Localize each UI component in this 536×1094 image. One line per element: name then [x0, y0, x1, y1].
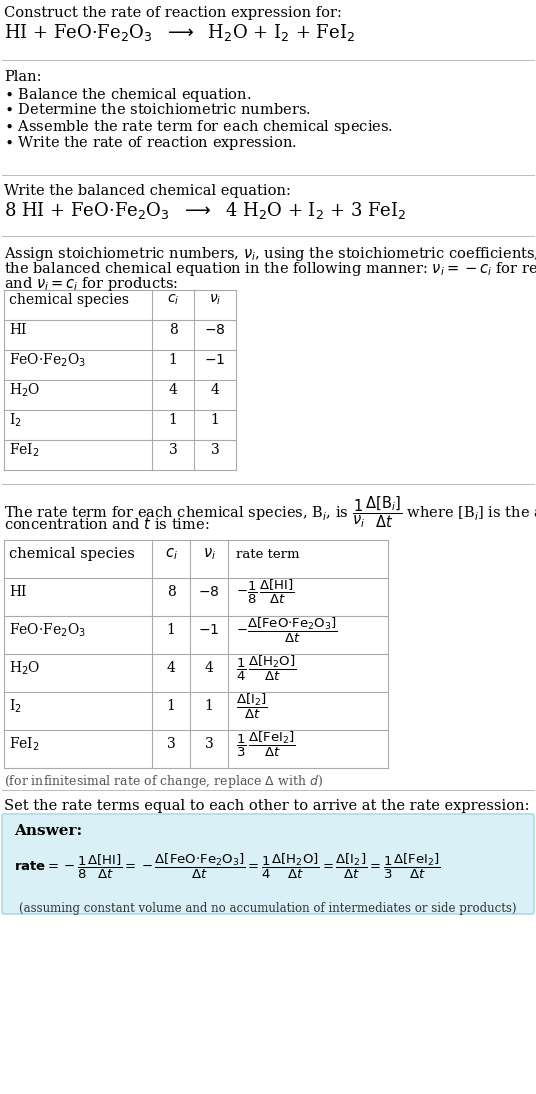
Text: concentration and $t$ is time:: concentration and $t$ is time: — [4, 516, 210, 532]
Text: The rate term for each chemical species, B$_i$, is $\dfrac{1}{\nu_i}\dfrac{\Delt: The rate term for each chemical species,… — [4, 494, 536, 529]
Text: FeO·Fe$_2$O$_3$: FeO·Fe$_2$O$_3$ — [9, 621, 86, 639]
Text: Answer:: Answer: — [14, 824, 82, 838]
Text: 1: 1 — [168, 353, 177, 366]
Text: 8 HI + FeO·Fe$_2$O$_3$  $\longrightarrow$  4 H$_2$O + I$_2$ + 3 FeI$_2$: 8 HI + FeO·Fe$_2$O$_3$ $\longrightarrow$… — [4, 200, 407, 221]
Text: $c_i$: $c_i$ — [165, 546, 177, 562]
Text: I$_2$: I$_2$ — [9, 411, 22, 429]
Text: FeO·Fe$_2$O$_3$: FeO·Fe$_2$O$_3$ — [9, 351, 86, 369]
Text: $\dfrac{1}{4}\,\dfrac{\Delta[\mathrm{H_2O}]}{\Delta t}$: $\dfrac{1}{4}\,\dfrac{\Delta[\mathrm{H_2… — [236, 653, 296, 683]
Text: Plan:: Plan: — [4, 70, 41, 84]
Text: Write the balanced chemical equation:: Write the balanced chemical equation: — [4, 184, 291, 198]
Text: $\bullet$ Determine the stoichiometric numbers.: $\bullet$ Determine the stoichiometric n… — [4, 102, 311, 117]
Text: 3: 3 — [211, 443, 219, 457]
Text: 8: 8 — [169, 323, 177, 337]
Text: FeI$_2$: FeI$_2$ — [9, 441, 40, 458]
Text: chemical species: chemical species — [9, 293, 129, 307]
Text: rate term: rate term — [236, 547, 300, 560]
Text: HI: HI — [9, 585, 26, 600]
Text: and $\nu_i = c_i$ for products:: and $\nu_i = c_i$ for products: — [4, 275, 178, 293]
Text: $\nu_i$: $\nu_i$ — [209, 293, 221, 307]
Text: $-8$: $-8$ — [204, 323, 226, 337]
Text: 1: 1 — [167, 699, 175, 713]
Text: (for infinitesimal rate of change, replace $\Delta$ with $d$): (for infinitesimal rate of change, repla… — [4, 773, 323, 790]
Text: $-\dfrac{\Delta[\mathrm{FeO{\cdot}Fe_2O_3}]}{\Delta t}$: $-\dfrac{\Delta[\mathrm{FeO{\cdot}Fe_2O_… — [236, 616, 338, 644]
Text: 1: 1 — [211, 414, 219, 427]
Text: 1: 1 — [205, 699, 213, 713]
Text: H$_2$O: H$_2$O — [9, 382, 40, 398]
Text: 3: 3 — [169, 443, 177, 457]
FancyBboxPatch shape — [2, 814, 534, 913]
Text: (assuming constant volume and no accumulation of intermediates or side products): (assuming constant volume and no accumul… — [19, 901, 517, 915]
Text: FeI$_2$: FeI$_2$ — [9, 735, 40, 753]
Text: 8: 8 — [167, 585, 175, 600]
Text: 3: 3 — [205, 737, 213, 750]
Text: the balanced chemical equation in the following manner: $\nu_i = -c_i$ for react: the balanced chemical equation in the fo… — [4, 260, 536, 278]
Text: Assign stoichiometric numbers, $\nu_i$, using the stoichiometric coefficients, $: Assign stoichiometric numbers, $\nu_i$, … — [4, 245, 536, 263]
Text: $\bullet$ Balance the chemical equation.: $\bullet$ Balance the chemical equation. — [4, 86, 251, 104]
Text: $\dfrac{\Delta[\mathrm{I_2}]}{\Delta t}$: $\dfrac{\Delta[\mathrm{I_2}]}{\Delta t}$ — [236, 691, 267, 721]
Text: Construct the rate of reaction expression for:: Construct the rate of reaction expressio… — [4, 5, 342, 20]
Text: $c_i$: $c_i$ — [167, 293, 179, 307]
Text: $-\dfrac{1}{8}\,\dfrac{\Delta[\mathrm{HI}]}{\Delta t}$: $-\dfrac{1}{8}\,\dfrac{\Delta[\mathrm{HI… — [236, 578, 295, 606]
Text: $-1$: $-1$ — [204, 353, 226, 366]
Text: 4: 4 — [205, 661, 213, 675]
Text: $-1$: $-1$ — [198, 622, 220, 637]
Text: $\nu_i$: $\nu_i$ — [203, 546, 215, 562]
Text: $-8$: $-8$ — [198, 585, 220, 600]
Text: HI + FeO·Fe$_2$O$_3$  $\longrightarrow$  H$_2$O + I$_2$ + FeI$_2$: HI + FeO·Fe$_2$O$_3$ $\longrightarrow$ H… — [4, 22, 355, 43]
Text: 1: 1 — [167, 622, 175, 637]
Text: 4: 4 — [211, 383, 219, 397]
Text: $\bullet$ Assemble the rate term for each chemical species.: $\bullet$ Assemble the rate term for eac… — [4, 118, 393, 136]
Text: 3: 3 — [167, 737, 175, 750]
Text: H$_2$O: H$_2$O — [9, 660, 40, 677]
Text: $\dfrac{1}{3}\,\dfrac{\Delta[\mathrm{FeI_2}]}{\Delta t}$: $\dfrac{1}{3}\,\dfrac{\Delta[\mathrm{FeI… — [236, 730, 296, 758]
Text: I$_2$: I$_2$ — [9, 697, 22, 714]
Text: 4: 4 — [167, 661, 175, 675]
Text: 1: 1 — [168, 414, 177, 427]
Text: 4: 4 — [168, 383, 177, 397]
Text: Set the rate terms equal to each other to arrive at the rate expression:: Set the rate terms equal to each other t… — [4, 799, 530, 813]
Text: $\mathbf{rate} = -\dfrac{1}{8}\dfrac{\Delta[\mathrm{HI}]}{\Delta t} = -\dfrac{\D: $\mathbf{rate} = -\dfrac{1}{8}\dfrac{\De… — [14, 852, 441, 882]
Text: HI: HI — [9, 323, 26, 337]
Text: chemical species: chemical species — [9, 547, 135, 561]
Text: $\bullet$ Write the rate of reaction expression.: $\bullet$ Write the rate of reaction exp… — [4, 133, 297, 152]
